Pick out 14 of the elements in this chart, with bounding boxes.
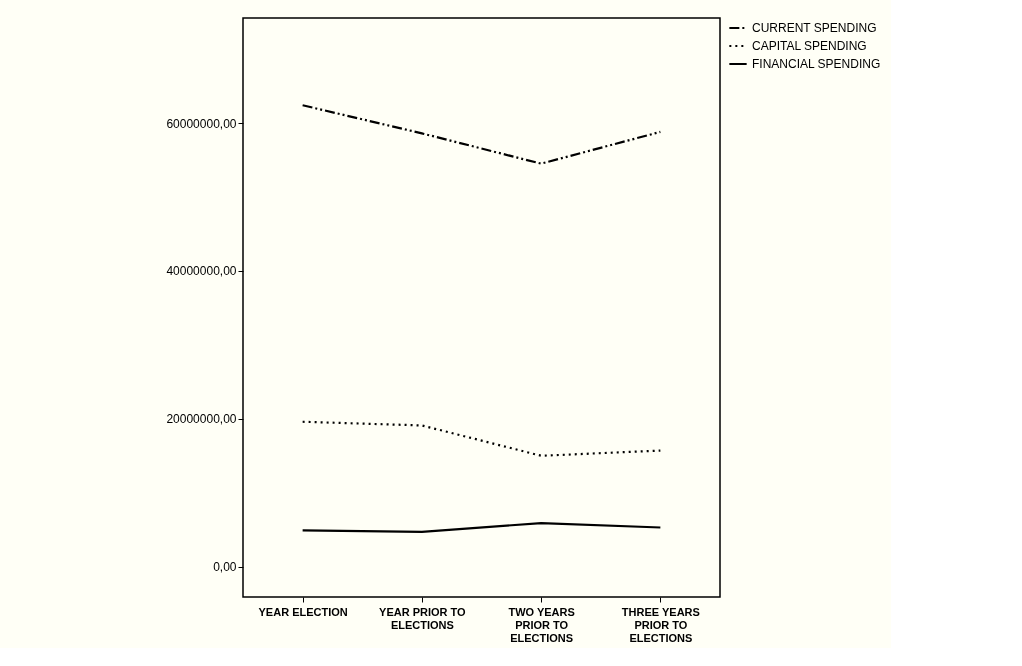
x-tick-label: THREE YEARS PRIOR TO ELECTIONS (621, 605, 700, 644)
legend-label: CAPITAL SPENDING (752, 39, 867, 53)
y-tick-label: 0,00 (213, 560, 237, 575)
y-tick-label: 60000000,00 (166, 116, 237, 131)
legend-label: FINANCIAL SPENDING (752, 57, 881, 71)
line-series (301, 521, 662, 534)
x-tick-label: YEAR ELECTION (258, 605, 348, 618)
line-series (301, 104, 662, 165)
line-series (301, 420, 662, 457)
y-tick-label: 20000000,00 (166, 412, 237, 427)
x-tick-label: TWO YEARS PRIOR TO ELECTIONS (508, 605, 575, 644)
x-tick-label: YEAR PRIOR TO ELECTIONS (379, 605, 467, 631)
y-tick-label: 40000000,00 (166, 264, 237, 279)
legend-label: CURRENT SPENDING (752, 21, 877, 35)
